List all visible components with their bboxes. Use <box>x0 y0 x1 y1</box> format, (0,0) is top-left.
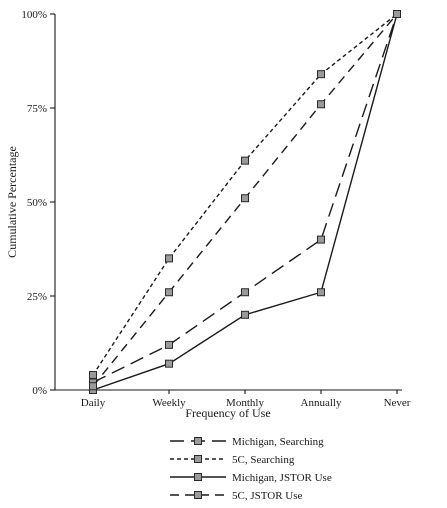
x-tick-label: Weekly <box>152 397 186 409</box>
data-point <box>241 194 249 203</box>
y-tick-label: 75% <box>27 103 47 115</box>
legend: Michigan, Searching 5C, Searching Michigan… <box>170 436 332 502</box>
series-3 <box>89 10 401 391</box>
y-ticks: 0% 25% 50% 75% 100% <box>21 9 55 397</box>
data-point <box>89 382 97 391</box>
legend-label: Michigan, Searching <box>232 436 324 448</box>
y-tick-label: 0% <box>32 385 47 397</box>
legend-marker <box>194 455 202 463</box>
x-ticks: Daily Weekly Monthly Annually Never <box>81 390 411 409</box>
data-point <box>317 70 325 79</box>
data-point <box>317 288 325 297</box>
legend-label: 5C, Searching <box>232 454 295 466</box>
x-tick-label: Annually <box>301 397 342 409</box>
legend-marker <box>194 491 202 499</box>
legend-item: 5C, JSTOR Use <box>170 490 303 502</box>
legend-label: Michigan, JSTOR Use <box>232 472 332 484</box>
legend-item: 5C, Searching <box>170 454 295 466</box>
data-point <box>165 359 173 368</box>
legend-marker <box>194 473 202 481</box>
x-tick-label: Monthly <box>226 397 264 409</box>
legend-item: Michigan, Searching <box>170 436 324 448</box>
y-axis-title: Cumulative Percentage <box>5 146 19 258</box>
y-tick-label: 100% <box>21 9 47 21</box>
data-point <box>317 235 325 244</box>
x-tick-label: Never <box>384 397 411 409</box>
legend-item: Michigan, JSTOR Use <box>170 472 332 484</box>
y-tick-label: 50% <box>27 197 47 209</box>
x-tick-label: Daily <box>81 397 106 409</box>
data-point <box>241 288 249 297</box>
series-group <box>89 10 401 394</box>
data-point <box>241 156 249 165</box>
x-axis-title: Frequency of Use <box>185 406 270 420</box>
data-point <box>393 10 401 18</box>
data-point <box>317 100 325 109</box>
legend-label: 5C, JSTOR Use <box>232 490 303 502</box>
data-point <box>89 370 97 379</box>
data-point <box>241 310 249 319</box>
y-tick-label: 25% <box>27 291 47 303</box>
data-point <box>165 288 173 297</box>
data-point <box>165 254 173 263</box>
data-point <box>165 340 173 349</box>
legend-marker <box>194 437 202 445</box>
